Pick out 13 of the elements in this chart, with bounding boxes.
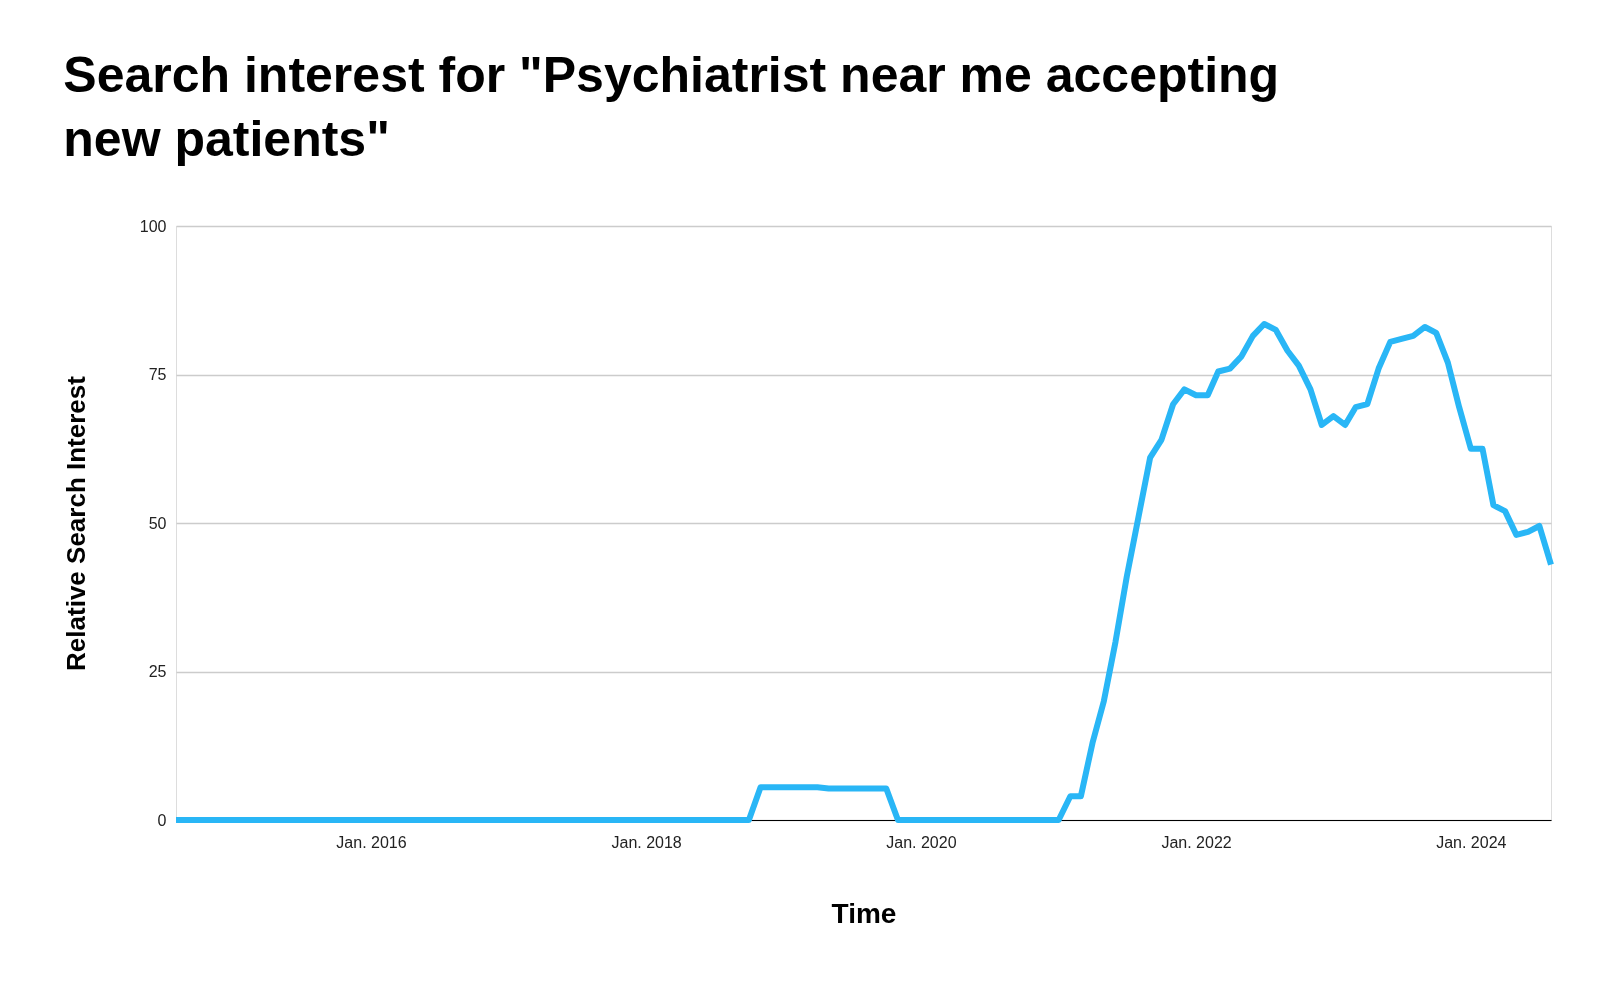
y-axis-title: Relative Search Interest bbox=[60, 375, 91, 671]
x-tick-label: Jan. 2024 bbox=[1436, 833, 1507, 851]
x-axis-title: Time bbox=[831, 897, 897, 929]
y-tick-label: 0 bbox=[157, 811, 167, 829]
x-tick-label: Jan. 2022 bbox=[1161, 833, 1232, 851]
y-tick-label: 25 bbox=[148, 663, 167, 680]
chart-title: Search interest for "Psychiatrist near me accepting new patients" bbox=[63, 47, 1280, 167]
x-tick-label: Jan. 2018 bbox=[611, 833, 682, 851]
y-tick-label: 75 bbox=[148, 366, 167, 383]
y-tick-label: 100 bbox=[139, 217, 167, 235]
x-tick-label: Jan. 2016 bbox=[336, 833, 407, 851]
x-tick-label: Jan. 2020 bbox=[886, 833, 957, 851]
y-tick-label: 50 bbox=[148, 514, 167, 532]
